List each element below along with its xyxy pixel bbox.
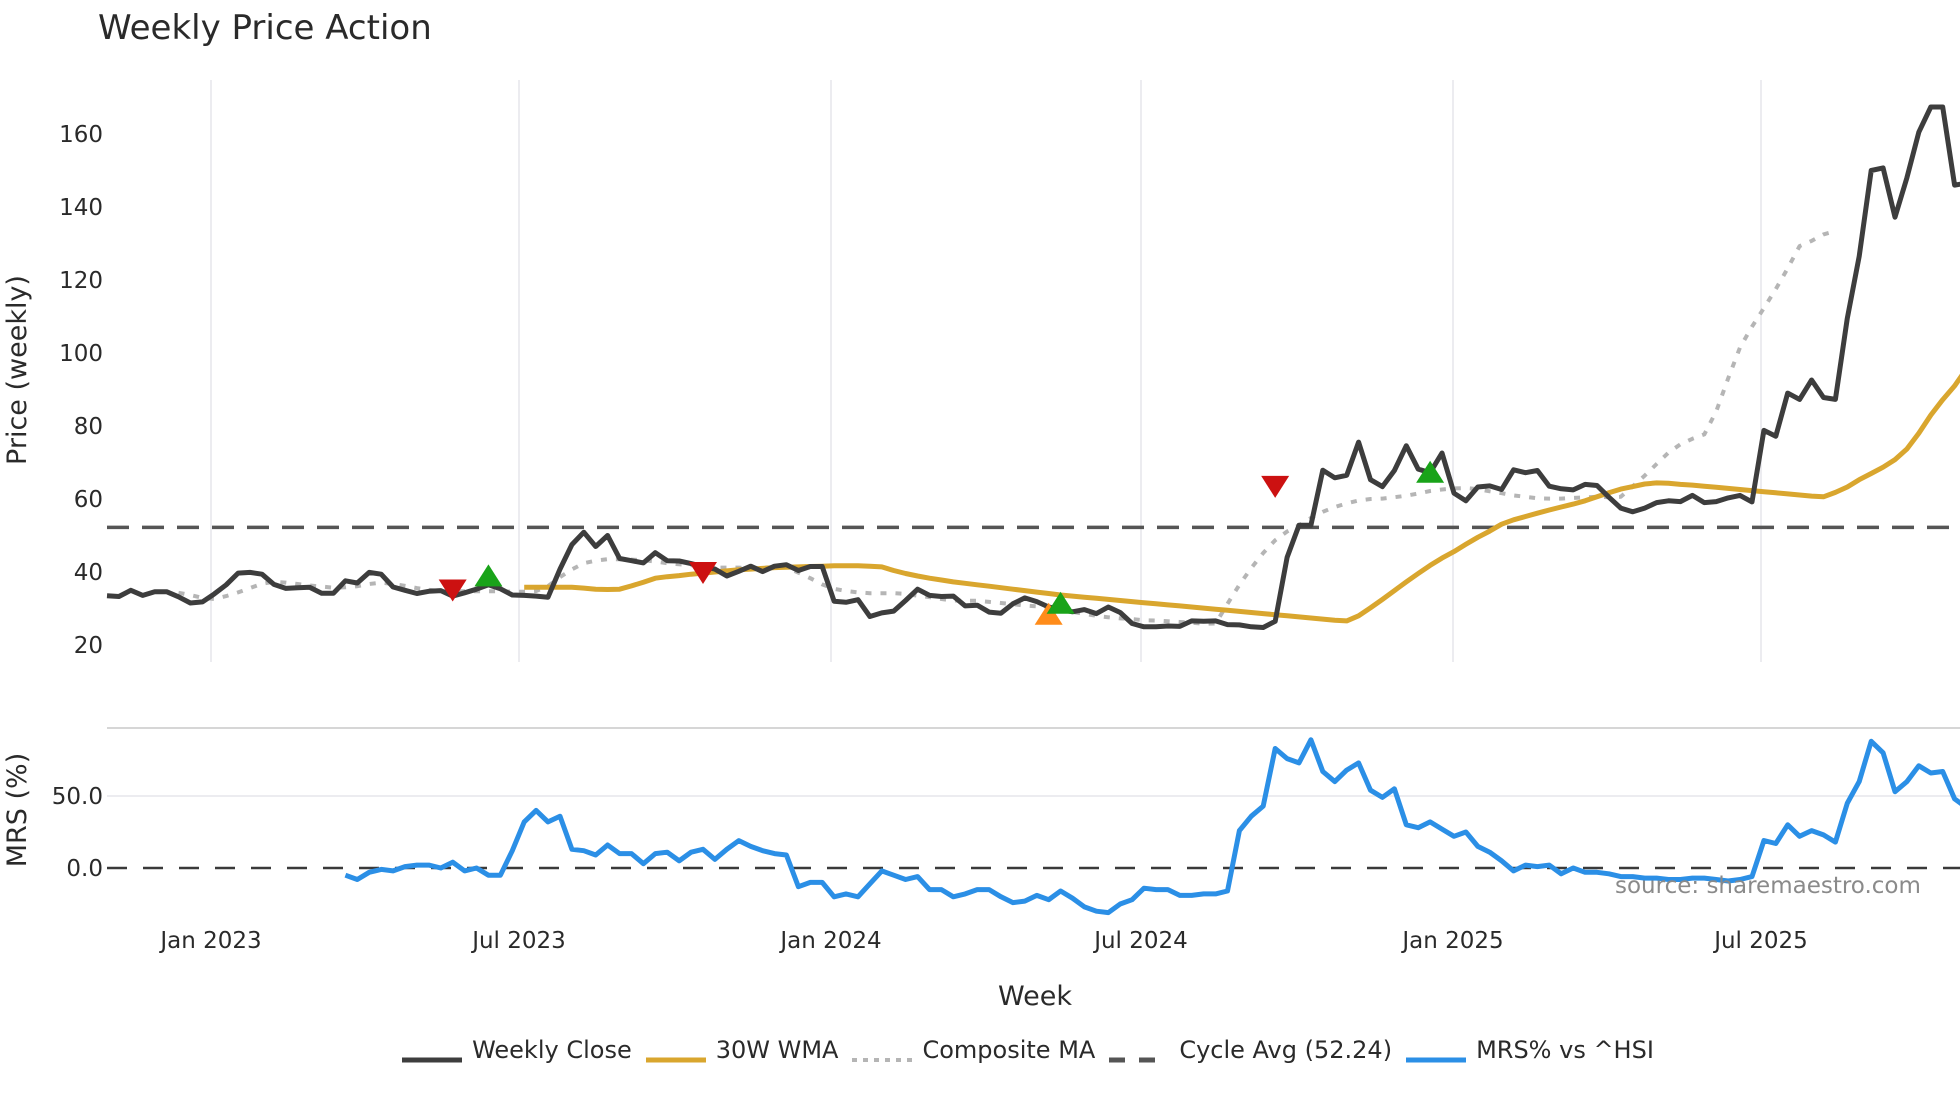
price-y-tick-label: 40 bbox=[74, 560, 103, 586]
x-tick-label: Jan 2023 bbox=[158, 928, 261, 954]
x-tick-label: Jan 2024 bbox=[778, 928, 881, 954]
sell-signal-marker bbox=[689, 562, 717, 584]
sell-signal-marker bbox=[438, 579, 467, 602]
price-y-tick-label: 140 bbox=[59, 195, 103, 221]
legend-label: 30W WMA bbox=[715, 1036, 839, 1064]
buy-signal-marker bbox=[1416, 460, 1445, 483]
x-axis-title: Week bbox=[998, 981, 1072, 1012]
legend-swatch-icon bbox=[852, 1044, 913, 1062]
legend-label: Composite MA bbox=[922, 1036, 1096, 1064]
price-y-tick-label: 60 bbox=[74, 487, 103, 513]
legend-item[interactable]: Weekly Close bbox=[402, 1036, 632, 1064]
mrs-series bbox=[344, 737, 1960, 916]
sell-signal-marker bbox=[1261, 475, 1290, 498]
legend-item[interactable]: MRS% vs ^HSI bbox=[1406, 1036, 1654, 1064]
buy-signal-marker bbox=[474, 564, 503, 587]
legend-item[interactable]: 30W WMA bbox=[645, 1036, 839, 1064]
legend-swatch-icon bbox=[402, 1044, 463, 1063]
legend-label: Cycle Avg (52.24) bbox=[1179, 1036, 1393, 1064]
legend-swatch-icon bbox=[1109, 1044, 1170, 1063]
legend: Weekly Close 30W WMA Composite MA Cycle Avg… bbox=[0, 1036, 1960, 1064]
price-y-axis-title: Price (weekly) bbox=[2, 275, 33, 465]
legend-item[interactable]: Cycle Avg (52.24) bbox=[1109, 1036, 1392, 1064]
x-axis-ticks: Jan 2023 Jul 2023 Jan 2024 Jul 2024 Jan 2025… bbox=[158, 928, 1807, 954]
legend-label: Weekly Close bbox=[472, 1036, 632, 1064]
price-y-tick-label: 160 bbox=[59, 122, 103, 148]
price-y-axis-ticks: 20 40 60 80 100 120 140 160 bbox=[59, 122, 103, 659]
chart-title: Weekly Price Action bbox=[98, 8, 432, 48]
price-y-tick-label: 120 bbox=[59, 268, 103, 294]
legend-swatch-icon bbox=[1406, 1044, 1467, 1063]
composite-ma-line bbox=[178, 229, 1836, 626]
price-y-tick-label: 100 bbox=[59, 341, 103, 367]
legend-swatch-icon bbox=[645, 1044, 706, 1063]
mrs-y-tick-label: 0.0 bbox=[66, 856, 103, 882]
mrs-y-axis-ticks: 0.0 50.0 bbox=[52, 784, 103, 882]
signal-markers bbox=[438, 460, 1445, 625]
x-tick-label: Jul 2023 bbox=[470, 928, 566, 954]
legend-label: MRS% vs ^HSI bbox=[1476, 1036, 1654, 1064]
weekly-close-line bbox=[106, 104, 1960, 630]
source-watermark: source: sharemaestro.com bbox=[1615, 873, 1921, 899]
mrs-y-tick-label: 50.0 bbox=[52, 784, 103, 810]
mrs-y-axis-title: MRS (%) bbox=[2, 753, 33, 868]
legend-item[interactable]: Composite MA bbox=[852, 1036, 1095, 1064]
mrs-line bbox=[344, 737, 1960, 916]
vertical-gridlines bbox=[210, 80, 1762, 662]
x-tick-label: Jan 2025 bbox=[1400, 928, 1503, 954]
buy-signal-marker bbox=[1046, 591, 1075, 614]
price-y-tick-label: 80 bbox=[74, 414, 103, 440]
x-tick-label: Jul 2024 bbox=[1092, 928, 1188, 954]
price-series bbox=[106, 104, 1960, 630]
x-tick-label: Jul 2025 bbox=[1712, 928, 1808, 954]
price-y-tick-label: 20 bbox=[74, 633, 103, 659]
